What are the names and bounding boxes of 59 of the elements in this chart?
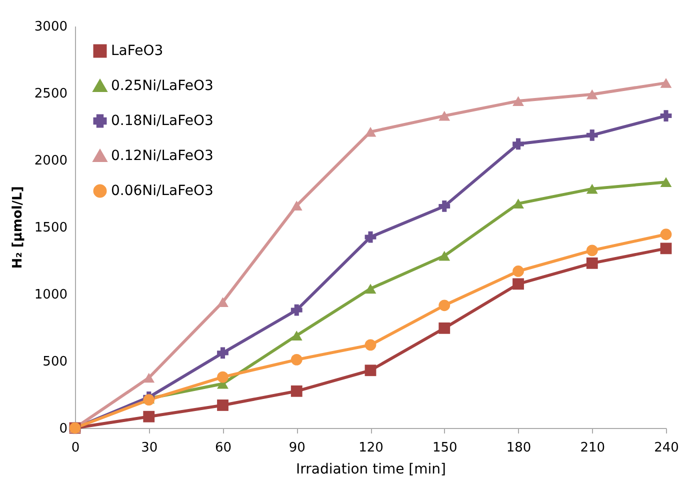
point [217, 371, 228, 383]
point [438, 250, 450, 261]
point [364, 339, 376, 351]
point [586, 244, 598, 256]
point [143, 394, 155, 406]
point [512, 278, 524, 290]
y-tick-label: 500 [42, 354, 68, 370]
x-tick-label: 180 [506, 440, 532, 456]
point [217, 400, 228, 411]
legend-label: 0.25Ni/LaFeO3 [111, 78, 214, 94]
x-tick-label: 210 [580, 440, 606, 456]
point [512, 138, 524, 150]
point [586, 257, 598, 269]
point [364, 364, 376, 376]
y-tick-label: 2500 [34, 86, 68, 102]
point [217, 297, 228, 307]
point [586, 130, 598, 141]
point [290, 304, 302, 316]
point [217, 347, 228, 359]
y-tick-label: 1500 [34, 220, 68, 236]
point [660, 78, 672, 88]
point [290, 354, 302, 366]
point [586, 184, 598, 194]
point [660, 177, 672, 188]
point [143, 372, 155, 383]
point [512, 96, 524, 106]
point [438, 322, 450, 334]
x-axis-title: Irradiation time [min] [296, 462, 446, 478]
point [586, 89, 598, 100]
point [364, 231, 376, 243]
point [660, 242, 672, 254]
point [438, 200, 450, 212]
point [143, 410, 155, 422]
point [660, 110, 672, 122]
x-tick-label: 120 [358, 440, 384, 456]
x-tick-label: 60 [214, 440, 232, 456]
legend-label: 0.06Ni/LaFeO3 [111, 183, 214, 199]
point [364, 284, 376, 294]
point [512, 198, 524, 208]
x-tick-label: 150 [432, 440, 458, 456]
legend-label: 0.12Ni/LaFeO3 [111, 148, 214, 164]
legend-label: 0.18Ni/LaFeO3 [111, 113, 214, 129]
point [438, 300, 450, 312]
legend-label: LaFeO3 [111, 43, 164, 59]
x-tick-label: 0 [71, 440, 80, 456]
x-tick-label: 30 [141, 440, 158, 456]
x-tick-label: 240 [654, 440, 679, 456]
y-tick-label: 1000 [34, 288, 68, 302]
point [512, 266, 524, 277]
point [290, 330, 302, 340]
x-tick-label: 90 [288, 440, 306, 456]
point [438, 110, 450, 121]
y-tick-label: 2000 [34, 154, 68, 168]
y-axis-title: H₂ [μmol/L] [10, 186, 26, 269]
y-tick-label: 3000 [34, 20, 68, 34]
y-tick-label: 0 [59, 422, 68, 436]
point [660, 228, 672, 240]
point [290, 385, 302, 397]
point [290, 200, 302, 210]
